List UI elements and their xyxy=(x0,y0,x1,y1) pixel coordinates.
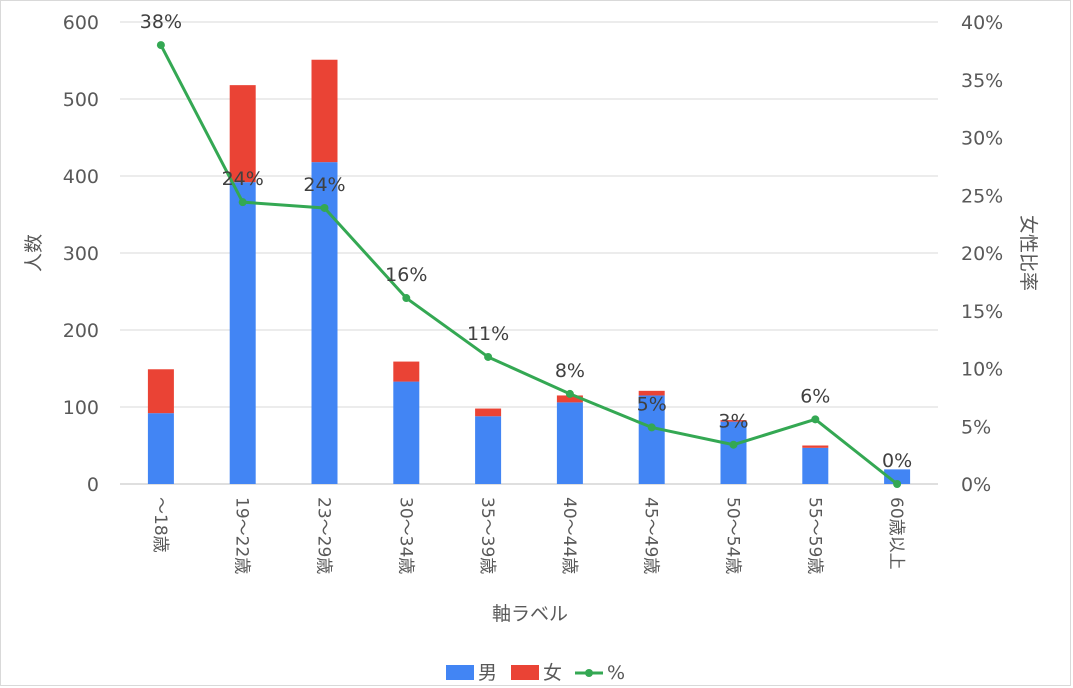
line-point xyxy=(647,423,656,432)
bar-female xyxy=(229,85,256,183)
x-tick-label: 23～29歳 xyxy=(314,497,334,574)
bar-male xyxy=(229,182,256,484)
line-point xyxy=(893,480,902,488)
bar-female xyxy=(802,445,829,448)
bar-male xyxy=(475,416,502,484)
y2-tick-label: 15% xyxy=(961,301,1003,323)
x-tick-label: 60歳以上 xyxy=(886,497,906,570)
bar-male xyxy=(802,447,829,484)
y-tick-label: 600 xyxy=(63,12,99,34)
y-axis-right-title: 女性比率 xyxy=(1017,215,1039,291)
point-label: 16% xyxy=(385,264,427,286)
y-tick-label: 500 xyxy=(63,89,99,111)
bar-male xyxy=(556,402,583,484)
bar-female xyxy=(556,395,583,403)
point-label: 3% xyxy=(718,411,748,433)
x-tick-label: 35～39歳 xyxy=(477,497,497,574)
y2-tick-label: 35% xyxy=(961,70,1003,92)
line-point xyxy=(320,203,329,212)
point-label: 24% xyxy=(222,168,264,190)
point-label: 5% xyxy=(637,393,667,415)
x-tick-label: 50～54歳 xyxy=(723,497,743,574)
point-label: 6% xyxy=(800,385,830,407)
x-tick-label: 55～59歳 xyxy=(804,497,824,574)
bar-female xyxy=(475,408,502,417)
y-tick-label: 100 xyxy=(63,397,99,419)
line-percent xyxy=(159,44,899,486)
line-point xyxy=(238,198,247,207)
legend-label-female: 女 xyxy=(543,662,562,684)
y2-tick-label: 5% xyxy=(961,416,991,438)
line-point xyxy=(484,352,493,361)
y-tick-label: 300 xyxy=(63,243,99,265)
legend-swatch-male xyxy=(446,665,474,680)
y-tick-label: 0 xyxy=(87,474,99,496)
legend-label-male: 男 xyxy=(478,662,497,684)
line-point xyxy=(402,294,411,303)
bar-female xyxy=(147,369,174,414)
line-point xyxy=(156,41,165,50)
y-axis-right-ticks: 0% 5% 10% 15% 20% 25% 30% 35% 40% xyxy=(961,12,1003,496)
y2-tick-label: 30% xyxy=(961,128,1003,150)
point-labels: 38% 24% 24% 16% 11% 8% 5% 3% 6% 0% xyxy=(140,11,912,472)
x-tick-label: 19～22歳 xyxy=(232,497,252,574)
y-axis-left-ticks: 0 100 200 300 400 500 600 xyxy=(63,12,99,496)
bar-male xyxy=(147,413,174,484)
x-tick-label: 30～34歳 xyxy=(395,497,415,574)
legend-label-percent: % xyxy=(607,662,625,684)
y2-tick-label: 10% xyxy=(961,359,1003,381)
x-tick-label: 45～49歳 xyxy=(641,497,661,574)
point-label: 38% xyxy=(140,11,182,33)
bar-male xyxy=(638,395,665,484)
bar-series xyxy=(147,59,911,484)
legend-marker-percent xyxy=(585,669,593,677)
bar-male xyxy=(393,381,420,484)
line-point xyxy=(811,415,820,424)
gridlines xyxy=(120,21,938,485)
line-point xyxy=(729,440,738,449)
legend: 男 女% xyxy=(446,662,625,684)
line-point xyxy=(565,389,574,398)
bar-female xyxy=(311,59,338,163)
x-tick-label: 40～44歳 xyxy=(559,497,579,574)
point-label: 11% xyxy=(467,323,509,345)
y-tick-label: 200 xyxy=(63,320,99,342)
y2-tick-label: 0% xyxy=(961,474,991,496)
point-label: 24% xyxy=(303,174,345,196)
x-tick-label: ～18歳 xyxy=(150,497,170,553)
y2-tick-label: 20% xyxy=(961,243,1003,265)
x-axis-ticks: ～18歳 19～22歳 23～29歳 30～34歳 35～39歳 40～44歳 45～49歳… xyxy=(150,497,906,574)
y2-tick-label: 40% xyxy=(961,12,1003,34)
y2-tick-label: 25% xyxy=(961,185,1003,207)
point-label: 8% xyxy=(555,360,585,382)
legend-swatch-female xyxy=(511,665,539,680)
x-axis-title: 軸ラベル xyxy=(492,603,568,625)
bar-female xyxy=(720,420,747,422)
bar-female xyxy=(638,390,665,396)
point-label: 0% xyxy=(882,450,912,472)
bar-female xyxy=(393,361,420,382)
line-series xyxy=(156,41,902,488)
bar-male xyxy=(720,421,747,484)
y-tick-label: 400 xyxy=(63,166,99,188)
y-axis-left-title: 人数 xyxy=(23,234,45,272)
